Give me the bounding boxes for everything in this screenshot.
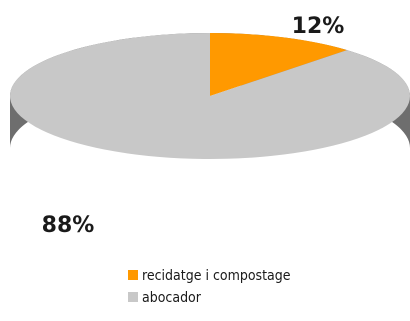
pie-slice-recidatge-i-compostage (210, 33, 347, 96)
legend-swatch-recycling (128, 270, 138, 280)
legend-swatch-landfill (128, 292, 138, 302)
legend-label-recycling: recidatge i compostage (142, 268, 291, 284)
pie-top-group (9, 33, 410, 159)
legend-label-landfill: abocador (142, 290, 202, 306)
pie-slice-abocador (9, 33, 410, 159)
data-label-landfill: 88% (42, 213, 95, 238)
legend: recidatge i compostage abocador (128, 268, 291, 306)
data-label-recycling: 12% (292, 14, 345, 39)
